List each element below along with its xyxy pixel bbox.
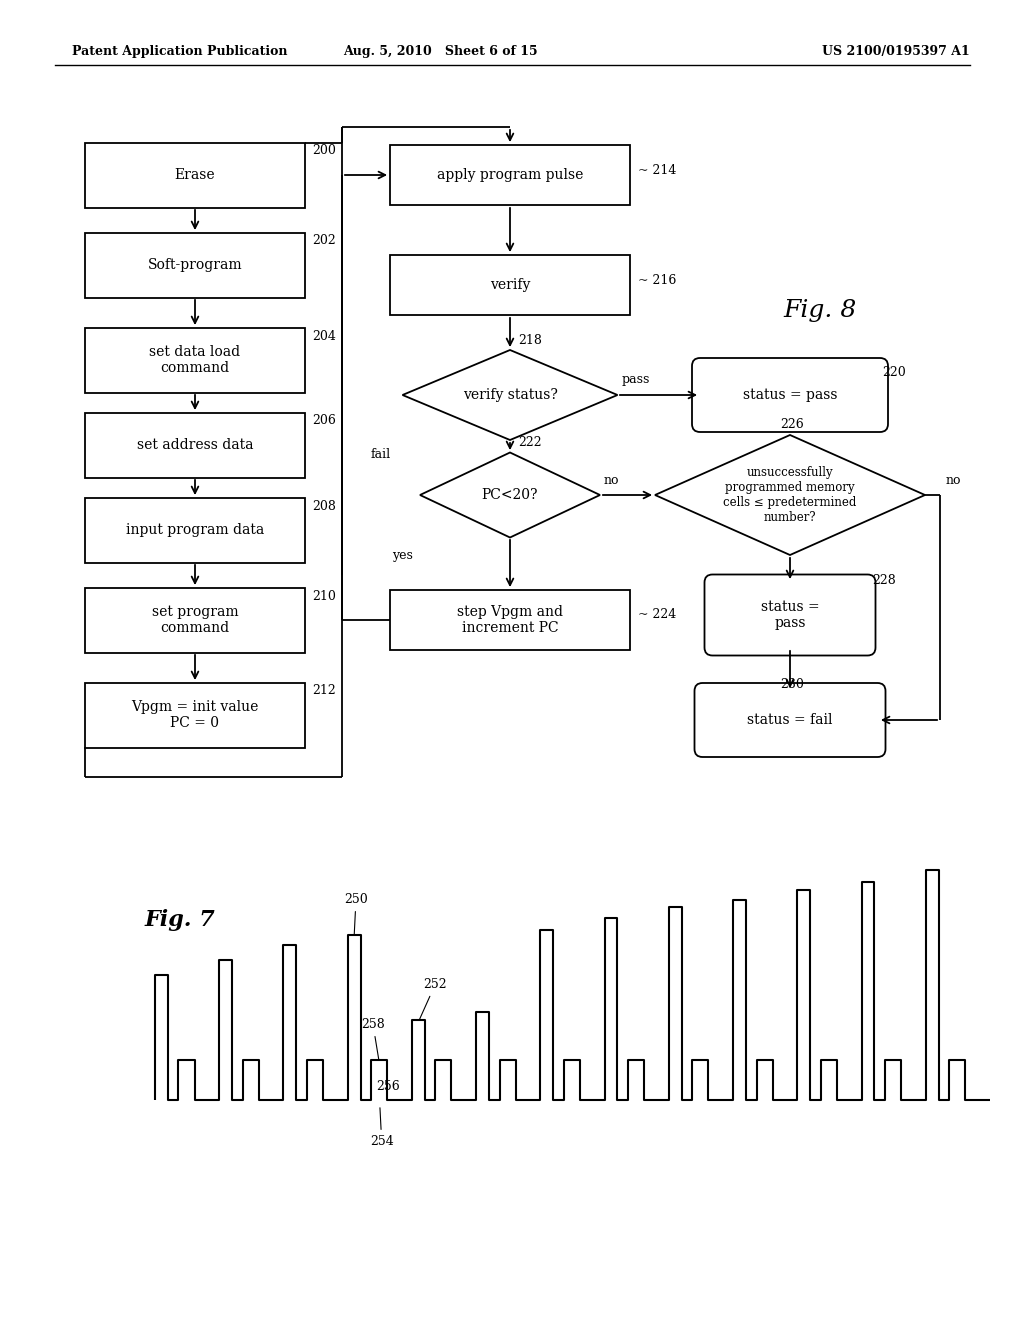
Polygon shape bbox=[420, 453, 600, 537]
Bar bbox=[390, 255, 630, 315]
Text: set program
command: set program command bbox=[152, 605, 239, 635]
Text: status = fail: status = fail bbox=[748, 713, 833, 727]
Bar bbox=[85, 498, 305, 562]
Text: 252: 252 bbox=[420, 978, 446, 1019]
Text: ~ 216: ~ 216 bbox=[638, 273, 677, 286]
Text: 228: 228 bbox=[872, 573, 896, 586]
Text: step Vpgm and
increment PC: step Vpgm and increment PC bbox=[457, 605, 563, 635]
Text: input program data: input program data bbox=[126, 523, 264, 537]
Text: verify status?: verify status? bbox=[463, 388, 557, 403]
Text: PC<20?: PC<20? bbox=[481, 488, 539, 502]
Text: 202: 202 bbox=[312, 235, 336, 248]
Bar bbox=[85, 412, 305, 478]
Text: status =
pass: status = pass bbox=[761, 599, 819, 630]
Bar bbox=[85, 232, 305, 297]
Bar bbox=[85, 327, 305, 392]
Polygon shape bbox=[402, 350, 617, 440]
Text: unsuccessfully
programmed memory
cells ≤ predetermined
number?: unsuccessfully programmed memory cells ≤… bbox=[723, 466, 857, 524]
Text: 212: 212 bbox=[312, 685, 336, 697]
Text: 220: 220 bbox=[882, 367, 906, 380]
Text: 206: 206 bbox=[312, 414, 336, 428]
Text: 256: 256 bbox=[376, 1080, 400, 1093]
Text: set address data: set address data bbox=[137, 438, 253, 451]
Text: Fig. 7: Fig. 7 bbox=[145, 909, 216, 931]
Bar bbox=[390, 590, 630, 649]
Text: no: no bbox=[604, 474, 620, 487]
Text: set data load
command: set data load command bbox=[150, 345, 241, 375]
Bar bbox=[390, 145, 630, 205]
Text: yes: yes bbox=[392, 549, 413, 561]
Text: fail: fail bbox=[371, 449, 391, 462]
Text: no: no bbox=[946, 474, 962, 487]
Text: Vpgm = init value
PC = 0: Vpgm = init value PC = 0 bbox=[131, 700, 259, 730]
FancyBboxPatch shape bbox=[692, 358, 888, 432]
Text: 218: 218 bbox=[518, 334, 542, 346]
Text: 258: 258 bbox=[361, 1018, 385, 1059]
Text: Erase: Erase bbox=[175, 168, 215, 182]
Text: 250: 250 bbox=[344, 894, 368, 935]
Text: 210: 210 bbox=[312, 590, 336, 602]
Bar bbox=[85, 587, 305, 652]
Text: Patent Application Publication: Patent Application Publication bbox=[72, 45, 288, 58]
Text: apply program pulse: apply program pulse bbox=[437, 168, 584, 182]
Text: 200: 200 bbox=[312, 144, 336, 157]
Text: 230: 230 bbox=[780, 678, 804, 692]
Bar bbox=[85, 143, 305, 207]
Text: pass: pass bbox=[622, 372, 650, 385]
Text: verify: verify bbox=[489, 279, 530, 292]
Text: Fig. 8: Fig. 8 bbox=[783, 298, 857, 322]
Text: Soft-program: Soft-program bbox=[147, 257, 243, 272]
Text: status = pass: status = pass bbox=[742, 388, 838, 403]
Text: ~ 214: ~ 214 bbox=[638, 164, 677, 177]
Text: US 2100/0195397 A1: US 2100/0195397 A1 bbox=[822, 45, 970, 58]
Text: 226: 226 bbox=[780, 418, 804, 432]
Bar bbox=[85, 682, 305, 747]
Text: 254: 254 bbox=[370, 1107, 393, 1148]
Text: 208: 208 bbox=[312, 499, 336, 512]
Text: 204: 204 bbox=[312, 330, 336, 342]
FancyBboxPatch shape bbox=[694, 682, 886, 756]
Text: Aug. 5, 2010   Sheet 6 of 15: Aug. 5, 2010 Sheet 6 of 15 bbox=[343, 45, 538, 58]
FancyBboxPatch shape bbox=[705, 574, 876, 656]
Text: 222: 222 bbox=[518, 437, 542, 450]
Text: ~ 224: ~ 224 bbox=[638, 609, 676, 622]
Polygon shape bbox=[655, 436, 925, 554]
